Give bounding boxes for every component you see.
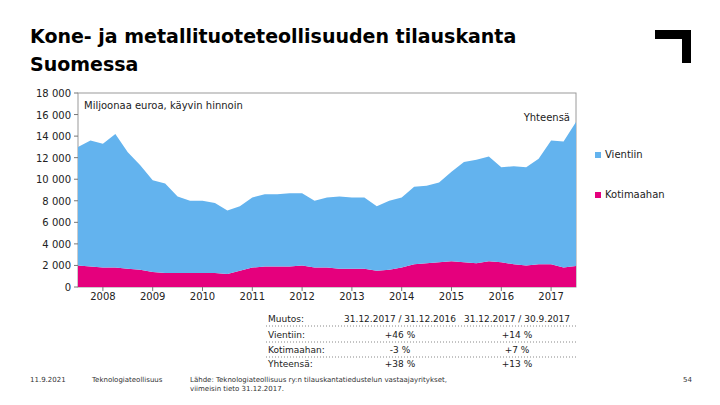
legend-swatch xyxy=(595,152,601,158)
table-cell: +46 % xyxy=(385,330,416,340)
x-tick-label: 2012 xyxy=(289,291,314,302)
footer-date: 11.9.2021 xyxy=(30,376,66,384)
y-tick xyxy=(74,265,78,266)
y-tick-label: 2 000 xyxy=(42,260,71,271)
y-tick-label: 12 000 xyxy=(36,153,71,164)
table-cell: -3 % xyxy=(390,345,411,355)
y-tick-label: 4 000 xyxy=(42,239,71,250)
table-cell: Yhteensä: xyxy=(267,359,313,369)
x-tick-label: 2014 xyxy=(389,291,414,302)
footer-source: viimeisin tieto 31.12.2017. xyxy=(190,385,284,393)
y-tick xyxy=(74,136,78,137)
x-tick-label: 2010 xyxy=(190,291,215,302)
y-tick-label: 8 000 xyxy=(42,196,71,207)
footer-org: Teknologiateollisuus xyxy=(91,376,163,384)
title: Kone- ja metallituoteteollisuuden tilaus… xyxy=(30,25,516,47)
logo xyxy=(655,30,691,63)
plot-area xyxy=(78,122,576,287)
y-tick xyxy=(74,222,78,223)
y-tick xyxy=(74,200,78,201)
table-rule xyxy=(266,342,578,343)
y-tick xyxy=(74,243,78,244)
x-tick-label: 2013 xyxy=(339,291,364,302)
y-tick xyxy=(74,157,78,158)
y-tick xyxy=(74,287,78,288)
y-tick xyxy=(74,93,78,94)
legend-label: Kotimaahan xyxy=(605,189,665,200)
total-note: Yhteensä xyxy=(523,112,570,123)
unit-note: Miljoonaa euroa, käyvin hinnoin xyxy=(84,100,243,111)
area-1 xyxy=(78,122,576,274)
table-cell: +13 % xyxy=(502,359,533,369)
slide: Kone- ja metallituoteteollisuuden tilaus… xyxy=(0,0,720,405)
table-rule xyxy=(266,326,578,327)
y-tick-label: 0 xyxy=(65,282,71,293)
table-cell: +7 % xyxy=(505,345,530,355)
y-tick-label: 6 000 xyxy=(42,217,71,228)
footer-source: Lähde: Teknologiateollisuus ry:n tilausk… xyxy=(190,376,447,384)
y-tick xyxy=(74,114,78,115)
x-tick-label: 2011 xyxy=(240,291,265,302)
y-tick-label: 16 000 xyxy=(36,110,71,121)
table-header: Muutos: xyxy=(268,314,304,324)
y-tick xyxy=(74,179,78,180)
y-tick-label: 10 000 xyxy=(36,174,71,185)
x-tick-label: 2008 xyxy=(90,291,115,302)
y-tick-label: 18 000 xyxy=(36,88,71,99)
table-cell: +38 % xyxy=(385,359,416,369)
table-header: 31.12.2017 / 31.12.2016 xyxy=(344,314,456,324)
table-header: 31.12.2017 / 30.9.2017 xyxy=(464,314,570,324)
x-tick-label: 2015 xyxy=(439,291,464,302)
plot-frame xyxy=(78,93,576,287)
title: Suomessa xyxy=(30,53,138,75)
x-tick-label: 2009 xyxy=(140,291,165,302)
legend-label: Vientiin xyxy=(605,149,643,160)
legend-swatch xyxy=(595,192,601,198)
table-rule xyxy=(266,357,578,358)
table-cell: +14 % xyxy=(502,330,533,340)
page-number: 54 xyxy=(683,376,692,384)
x-tick-label: 2016 xyxy=(489,291,514,302)
y-tick-label: 14 000 xyxy=(36,131,71,142)
x-tick-label: 2017 xyxy=(538,291,563,302)
table-cell: Vientiin: xyxy=(268,330,305,340)
table-cell: Kotimaahan: xyxy=(268,345,325,355)
